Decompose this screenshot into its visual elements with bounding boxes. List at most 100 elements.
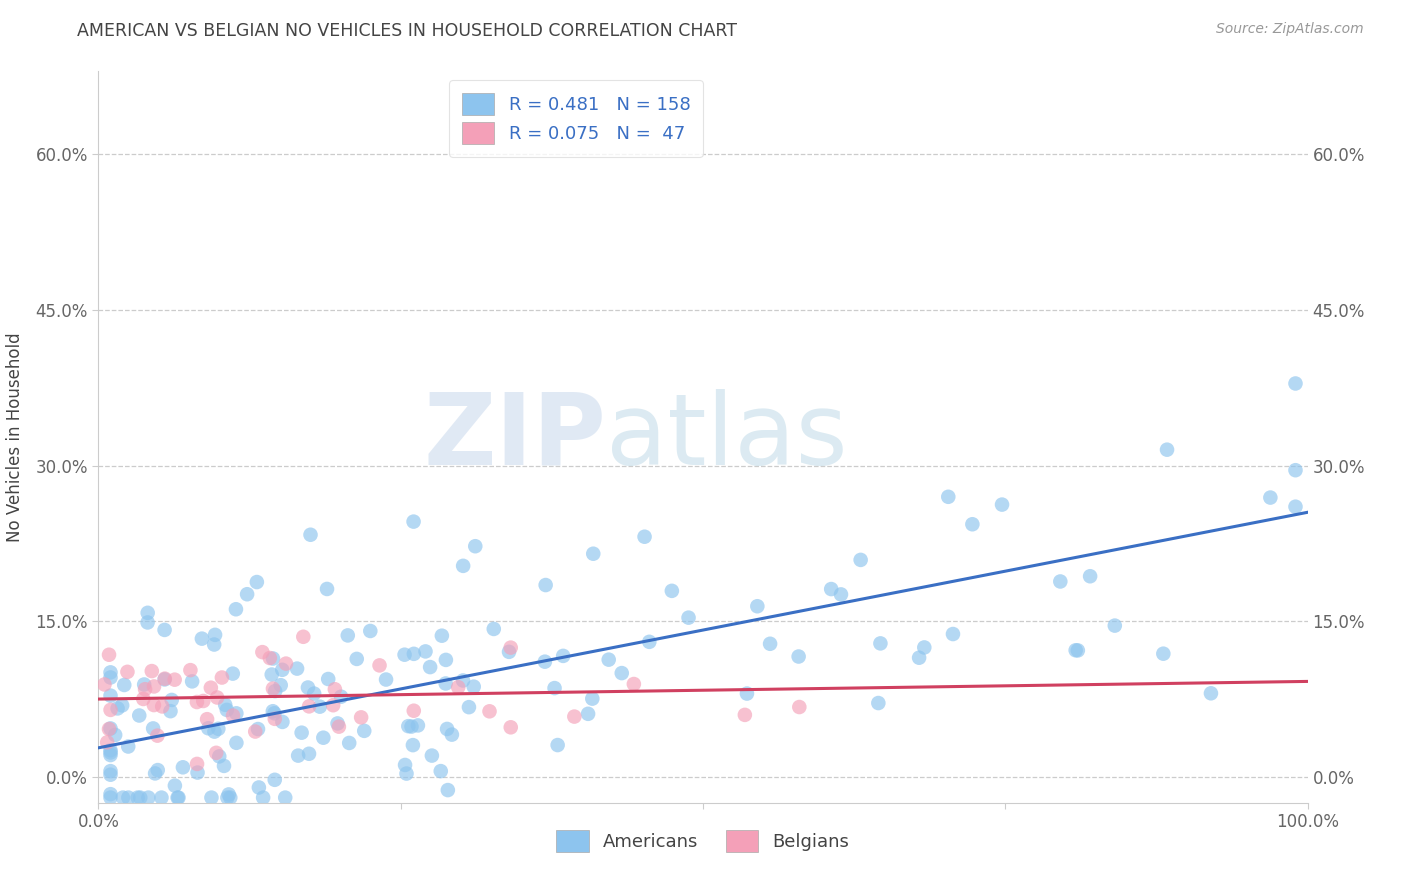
Point bbox=[246, 575, 269, 590]
Point bbox=[322, 698, 344, 713]
Point bbox=[100, 689, 122, 703]
Point bbox=[212, 759, 235, 773]
Point bbox=[789, 700, 811, 714]
Point bbox=[623, 677, 645, 691]
Point bbox=[200, 681, 222, 695]
Point bbox=[869, 636, 891, 650]
Point bbox=[419, 660, 441, 674]
Point bbox=[499, 640, 522, 655]
Point bbox=[308, 699, 330, 714]
Point bbox=[236, 587, 259, 601]
Point bbox=[134, 677, 156, 691]
Point bbox=[186, 695, 208, 709]
Point bbox=[451, 673, 474, 688]
Point bbox=[297, 681, 319, 695]
Point bbox=[100, 722, 122, 736]
Point bbox=[787, 649, 810, 664]
Point bbox=[222, 708, 245, 723]
Point bbox=[316, 582, 339, 596]
Point bbox=[153, 623, 176, 637]
Point bbox=[292, 630, 315, 644]
Point bbox=[359, 624, 381, 638]
Point bbox=[447, 680, 470, 694]
Point bbox=[285, 662, 308, 676]
Point bbox=[499, 720, 522, 734]
Point bbox=[451, 558, 474, 573]
Point bbox=[678, 610, 700, 624]
Point bbox=[1284, 463, 1306, 477]
Point bbox=[262, 704, 284, 718]
Point bbox=[186, 756, 208, 771]
Point bbox=[163, 673, 186, 687]
Point bbox=[735, 687, 758, 701]
Point bbox=[328, 720, 350, 734]
Point bbox=[96, 735, 118, 749]
Point bbox=[197, 721, 219, 735]
Point bbox=[143, 766, 166, 780]
Point bbox=[547, 738, 569, 752]
Point bbox=[1067, 643, 1090, 657]
Point bbox=[271, 663, 294, 677]
Point bbox=[219, 790, 242, 805]
Point bbox=[204, 724, 226, 739]
Point bbox=[117, 739, 139, 754]
Point bbox=[225, 736, 247, 750]
Point bbox=[534, 655, 557, 669]
Point bbox=[908, 650, 931, 665]
Point bbox=[464, 539, 486, 553]
Point bbox=[415, 644, 437, 658]
Point bbox=[153, 672, 176, 686]
Point bbox=[498, 645, 520, 659]
Point bbox=[146, 729, 169, 743]
Point bbox=[142, 722, 165, 736]
Point bbox=[401, 720, 423, 734]
Point bbox=[440, 728, 463, 742]
Point bbox=[434, 676, 457, 690]
Point bbox=[100, 790, 122, 805]
Point bbox=[200, 790, 222, 805]
Point bbox=[346, 652, 368, 666]
Point bbox=[100, 671, 122, 685]
Point bbox=[270, 678, 292, 692]
Point bbox=[260, 667, 283, 681]
Point bbox=[562, 709, 585, 723]
Point bbox=[247, 780, 270, 795]
Point bbox=[141, 664, 163, 678]
Point bbox=[353, 723, 375, 738]
Point bbox=[211, 671, 233, 685]
Point bbox=[553, 648, 575, 663]
Point bbox=[1260, 491, 1282, 505]
Point bbox=[402, 704, 425, 718]
Point bbox=[1284, 376, 1306, 391]
Point bbox=[661, 583, 683, 598]
Point bbox=[143, 680, 166, 694]
Point bbox=[291, 725, 314, 739]
Point bbox=[1199, 686, 1222, 700]
Point bbox=[849, 553, 872, 567]
Point bbox=[117, 665, 139, 679]
Point bbox=[274, 790, 297, 805]
Point bbox=[463, 680, 485, 694]
Point bbox=[129, 790, 152, 805]
Point bbox=[1064, 643, 1087, 657]
Point bbox=[610, 666, 633, 681]
Point bbox=[420, 748, 443, 763]
Point bbox=[434, 653, 457, 667]
Point bbox=[93, 677, 115, 691]
Point bbox=[205, 746, 228, 760]
Point bbox=[172, 760, 194, 774]
Point bbox=[136, 606, 159, 620]
Point bbox=[1104, 618, 1126, 632]
Point bbox=[252, 790, 274, 805]
Point bbox=[225, 602, 247, 616]
Point bbox=[107, 701, 129, 715]
Point bbox=[1152, 647, 1174, 661]
Point bbox=[100, 787, 122, 801]
Point bbox=[482, 622, 505, 636]
Point bbox=[350, 710, 373, 724]
Point bbox=[215, 703, 238, 717]
Point bbox=[396, 719, 419, 733]
Point bbox=[323, 682, 346, 697]
Point bbox=[100, 764, 122, 779]
Point bbox=[208, 749, 231, 764]
